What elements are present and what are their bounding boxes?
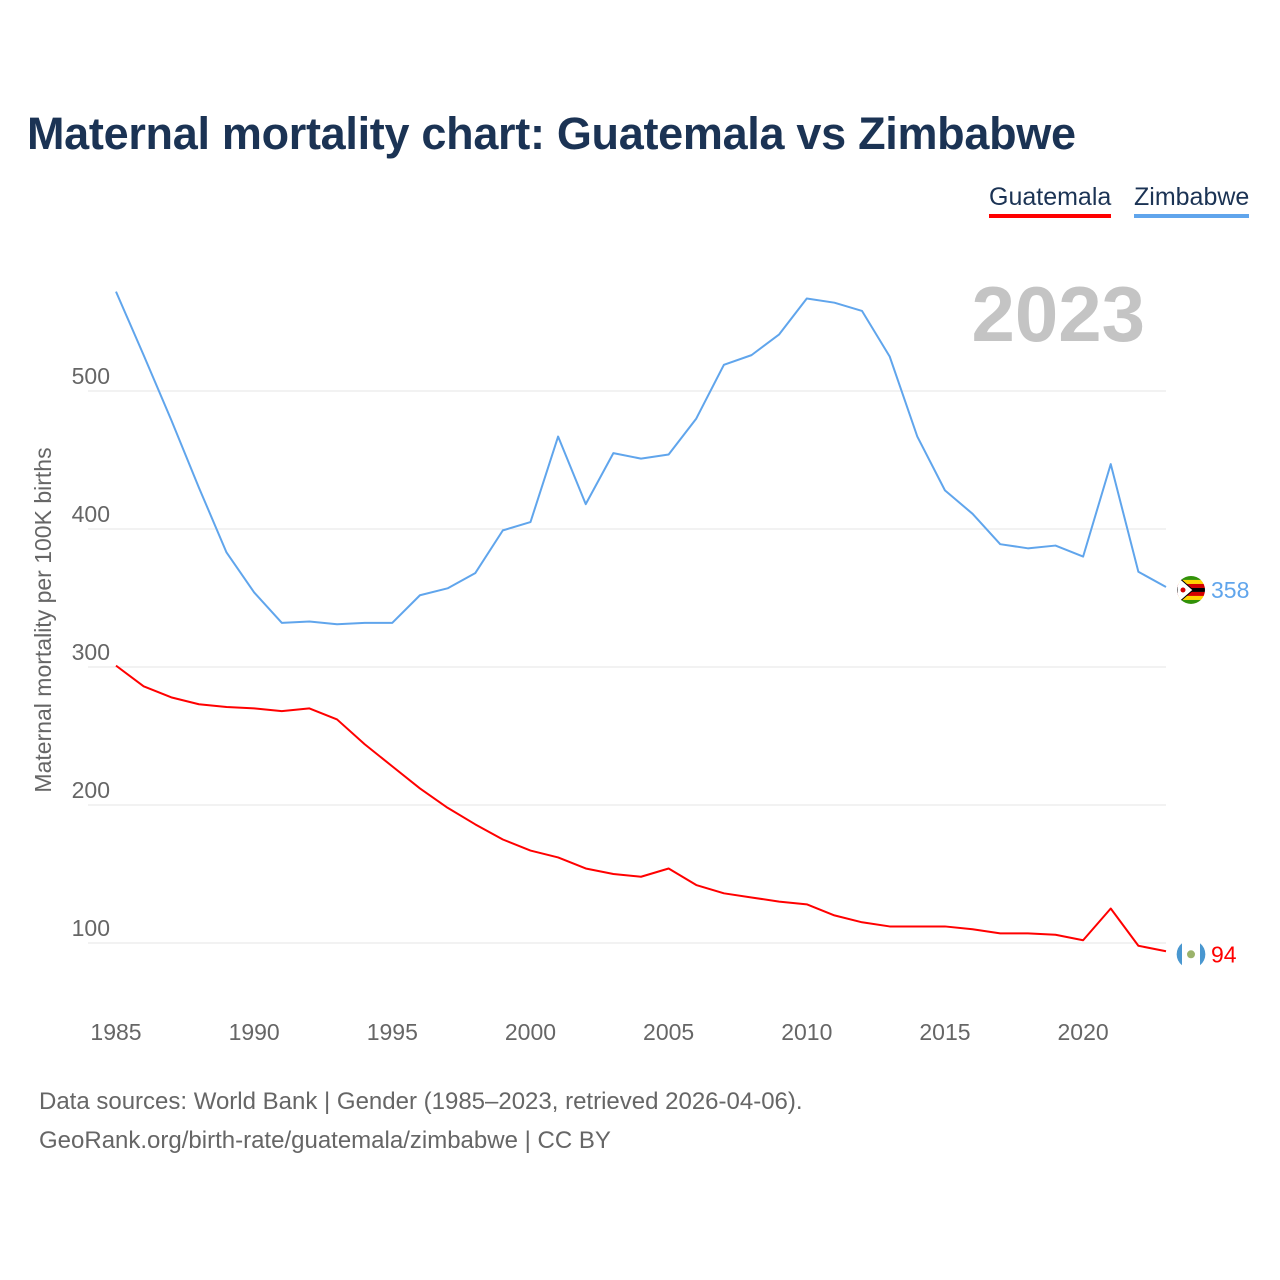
footer-link[interactable]: GeoRank.org/birth-rate/guatemala/zimbabw… [39,1127,611,1154]
chart-title: Maternal mortality chart: Guatemala vs Z… [27,108,1076,159]
flag-stripe-right [1200,943,1206,966]
flag-stripe [1177,591,1205,596]
y-tick-label-200: 200 [72,777,110,803]
legend-guatemala[interactable]: Guatemala [989,183,1112,218]
series-line-zimbabwe [115,291,1167,626]
x-tick-label-2020: 2020 [1058,1019,1109,1045]
x-tick-label-1990: 1990 [229,1019,280,1045]
flag-stripe [1177,595,1205,600]
y-tick-label-100: 100 [72,915,110,941]
x-tick-label-2010: 2010 [781,1019,832,1045]
x-tick-label-2000: 2000 [505,1019,556,1045]
y-axis-label: Maternal mortality per 100K births [30,447,56,792]
flag-stripe [1177,599,1205,604]
flag-emblem [1187,950,1195,959]
end-label-zimbabwe: 358 [1211,577,1249,603]
series-line-guatemala [115,664,1167,953]
y-tick-label-400: 400 [72,501,110,527]
x-tick-label-1985: 1985 [90,1019,141,1045]
legend-zimbabwe[interactable]: Zimbabwe [1134,183,1250,218]
x-tick-label-2015: 2015 [919,1019,970,1045]
x-tick-label-1995: 1995 [367,1019,418,1045]
year-watermark: 2023 [971,270,1145,358]
flag-star [1180,587,1186,593]
flag-stripe [1177,575,1205,580]
y-tick-label-500: 500 [72,363,110,389]
footer-sources: Data sources: World Bank | Gender (1985–… [39,1088,803,1115]
flag-icon-zimbabwe [1177,575,1205,604]
x-tick-label-2005: 2005 [643,1019,694,1045]
flag-stripe-left [1176,943,1182,966]
y-tick-label-300: 300 [72,639,110,665]
flag-icon-guatemala [1176,940,1206,969]
flag-stripe [1177,579,1205,584]
end-label-guatemala: 94 [1211,941,1237,967]
flag-stripe [1177,583,1205,588]
